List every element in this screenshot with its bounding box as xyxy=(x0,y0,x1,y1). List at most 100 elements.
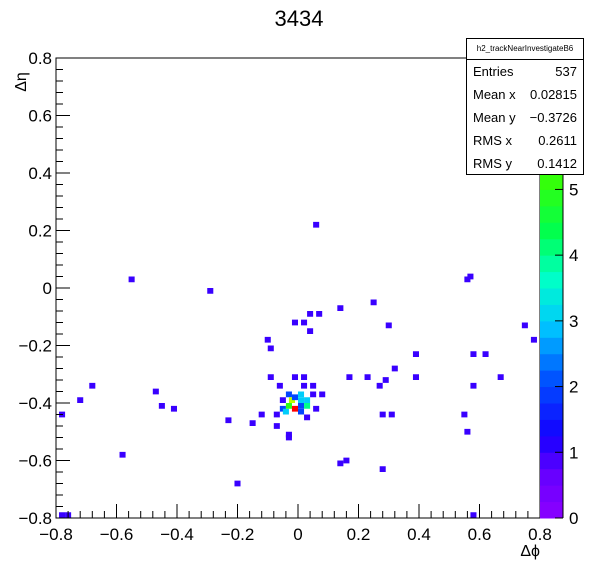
heatmap-cell xyxy=(273,423,280,429)
heatmap-cell xyxy=(482,351,489,357)
heatmap-cell xyxy=(391,365,398,372)
heatmap-cell xyxy=(376,382,383,389)
heatmap-cell xyxy=(298,391,305,398)
x-tick-label: −0.8 xyxy=(39,525,73,544)
stats-label: RMS x xyxy=(473,133,512,148)
heatmap-cell xyxy=(521,322,528,329)
heatmap-cell xyxy=(279,405,286,412)
x-tick-label: −0.6 xyxy=(100,525,134,544)
palette-band xyxy=(540,468,563,486)
heatmap-cell xyxy=(77,397,84,403)
heatmap-cell xyxy=(310,382,317,389)
y-tick-label: −0.8 xyxy=(18,509,52,528)
stats-label: Mean y xyxy=(473,110,516,125)
heatmap-cell xyxy=(285,403,292,409)
heatmap-cell xyxy=(59,512,66,518)
heatmap-cell xyxy=(382,377,389,383)
palette-band xyxy=(540,189,563,207)
heatmap-cell xyxy=(291,374,298,380)
heatmap-cell xyxy=(343,457,350,464)
heatmap-cell xyxy=(379,466,386,472)
palette-band xyxy=(540,271,563,289)
stats-box: h2_trackNearInvestigateB6 Entries 537 Me… xyxy=(466,38,584,175)
stats-label: RMS y xyxy=(473,156,512,171)
palette-band xyxy=(540,386,563,404)
heatmap-cell xyxy=(170,405,177,412)
heatmap-cell xyxy=(470,382,477,389)
palette-band xyxy=(540,419,563,437)
heatmap-cell xyxy=(530,336,537,343)
heatmap-cell xyxy=(470,512,477,518)
heatmap-cell xyxy=(470,351,477,357)
heatmap-cell xyxy=(412,374,419,380)
x-tick-label: −0.4 xyxy=(160,525,194,544)
palette-tick-label: 1 xyxy=(569,443,578,462)
heatmap-cell xyxy=(282,408,289,415)
palette-band xyxy=(540,403,563,420)
heatmap-cell xyxy=(313,405,320,412)
x-tick-label: 0.2 xyxy=(347,525,371,544)
heatmap-cell xyxy=(298,408,305,415)
heatmap-cell xyxy=(388,411,395,418)
heatmap-cell xyxy=(291,405,298,412)
heatmap-cell xyxy=(264,336,271,343)
chart-title: 3434 xyxy=(274,6,324,31)
heatmap-cell xyxy=(234,480,241,487)
heatmap-cell xyxy=(310,391,317,398)
heatmap-cell xyxy=(307,311,314,317)
palette-band xyxy=(540,485,563,503)
y-tick-label: 0.8 xyxy=(28,49,52,68)
stats-row: Mean x 0.02815 xyxy=(467,83,583,106)
x-tick-label: −0.2 xyxy=(221,525,255,544)
heatmap-cell xyxy=(304,414,311,421)
y-tick-label: −0.6 xyxy=(18,452,52,471)
heatmap-cell xyxy=(370,299,377,306)
heatmap-cell xyxy=(267,374,274,380)
heatmap-cell xyxy=(316,311,323,317)
heatmap-cell xyxy=(304,397,311,403)
palette-tick-label: 0 xyxy=(569,509,578,528)
heatmap-cell xyxy=(258,411,265,418)
palette-band xyxy=(540,173,563,190)
heatmap-cell xyxy=(313,221,320,228)
stats-value: 0.2611 xyxy=(538,133,577,148)
stats-row: RMS x 0.2611 xyxy=(467,129,583,152)
stats-histogram-name: h2_trackNearInvestigateB6 xyxy=(467,39,583,60)
y-tick-label: −0.2 xyxy=(18,337,52,356)
stats-row: Entries 537 xyxy=(467,60,583,83)
stats-label: Mean x xyxy=(473,87,516,102)
x-tick-label: 0.8 xyxy=(528,525,552,544)
heatmap-cell xyxy=(279,397,286,403)
palette-band xyxy=(540,238,563,256)
palette-band xyxy=(540,255,563,273)
heatmap-cell xyxy=(337,460,344,467)
palette-band xyxy=(540,452,563,470)
y-tick-label: 0.6 xyxy=(28,107,52,126)
stats-row: RMS y 0.1412 xyxy=(467,152,583,175)
heatmap-cell xyxy=(337,305,344,311)
palette-band xyxy=(540,304,563,322)
palette-tick-label: 3 xyxy=(569,312,578,331)
palette-band xyxy=(540,370,563,388)
heatmap-cells xyxy=(59,221,537,518)
palette-tick-label: 5 xyxy=(569,180,578,199)
palette-band xyxy=(540,288,563,305)
heatmap-cell xyxy=(291,394,298,401)
heatmap-cell xyxy=(307,328,314,334)
heatmap-cell xyxy=(207,288,214,294)
heatmap-cell xyxy=(128,276,135,283)
palette-band xyxy=(540,501,563,519)
heatmap-cell xyxy=(467,273,474,280)
stats-row: Mean y −0.3726 xyxy=(467,106,583,129)
palette-band xyxy=(540,320,563,338)
palette-tick-label: 4 xyxy=(569,246,578,265)
palette-band xyxy=(540,353,563,371)
palette-band xyxy=(540,337,563,355)
heatmap-cell xyxy=(158,403,165,409)
heatmap-cell xyxy=(464,428,471,435)
heatmap-cell xyxy=(298,397,305,403)
stats-value: 0.1412 xyxy=(537,156,577,171)
heatmap-cell xyxy=(273,411,280,418)
heatmap-cell xyxy=(346,374,353,380)
x-tick-label: 0 xyxy=(293,525,302,544)
